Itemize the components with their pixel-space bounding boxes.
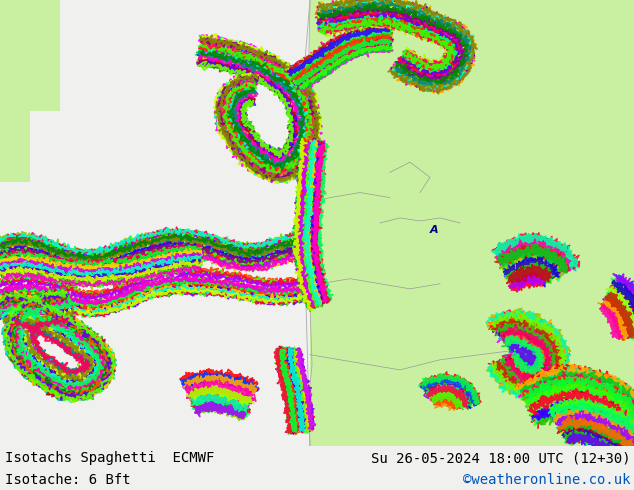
- Text: Isotache: 6 Bft: Isotache: 6 Bft: [5, 473, 131, 487]
- Text: ©weatheronline.co.uk: ©weatheronline.co.uk: [463, 473, 631, 487]
- FancyBboxPatch shape: [0, 0, 30, 182]
- Text: Su 26-05-2024 18:00 UTC (12+30): Su 26-05-2024 18:00 UTC (12+30): [371, 451, 631, 465]
- Text: Isotachs Spaghetti  ECMWF: Isotachs Spaghetti ECMWF: [5, 451, 214, 465]
- Text: A: A: [430, 225, 439, 235]
- FancyBboxPatch shape: [0, 0, 60, 112]
- FancyBboxPatch shape: [310, 0, 634, 446]
